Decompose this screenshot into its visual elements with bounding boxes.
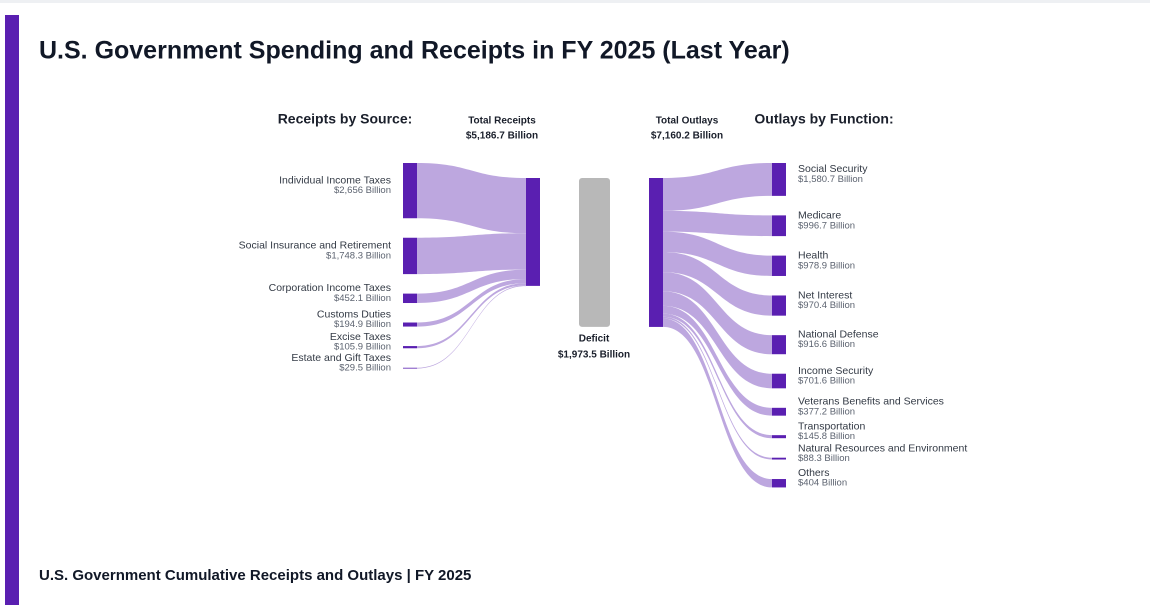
function-value: $996.7 Billion xyxy=(798,220,855,231)
flow-link xyxy=(417,285,526,369)
receipts-heading: Receipts by Source: xyxy=(278,111,413,127)
flow-link xyxy=(663,316,772,460)
source-name: Estate and Gift Taxes xyxy=(291,352,391,364)
flow-link xyxy=(417,233,526,275)
function-node xyxy=(772,335,786,355)
function-node xyxy=(772,407,786,416)
source-value: $452.1 Billion xyxy=(334,293,391,304)
source-node xyxy=(403,367,417,369)
source-value: $1,748.3 Billion xyxy=(326,250,391,261)
flow-link xyxy=(663,318,772,488)
source-name: Excise Taxes xyxy=(330,331,391,343)
total-receipts-node xyxy=(526,178,540,286)
function-node xyxy=(772,215,786,237)
flow-link xyxy=(663,210,772,237)
source-value: $29.5 Billion xyxy=(339,363,391,374)
top-border xyxy=(0,0,1150,3)
source-name: Individual Income Taxes xyxy=(279,174,391,186)
source-node xyxy=(403,322,417,327)
outlays-heading: Outlays by Function: xyxy=(754,111,893,127)
function-value: $377.2 Billion xyxy=(798,406,855,417)
function-name: Veterans Benefits and Services xyxy=(798,396,944,408)
function-name: National Defense xyxy=(798,328,879,340)
flow-link xyxy=(663,272,772,355)
total-outlays-label: Total Outlays xyxy=(656,116,719,127)
function-name: Transportation xyxy=(798,420,865,432)
function-value: $1,580.7 Billion xyxy=(798,174,863,185)
function-name: Social Security xyxy=(798,163,868,175)
function-name: Net Interest xyxy=(798,289,852,301)
function-node xyxy=(772,457,786,460)
source-value: $194.9 Billion xyxy=(334,319,391,330)
deficit-label: Deficit xyxy=(579,334,610,345)
function-value: $88.3 Billion xyxy=(798,453,850,464)
function-node xyxy=(772,479,786,488)
source-name: Social Insurance and Retirement xyxy=(239,240,391,252)
source-node xyxy=(403,163,417,219)
source-node xyxy=(403,293,417,304)
function-value: $916.6 Billion xyxy=(798,339,855,350)
source-name: Customs Duties xyxy=(317,308,391,320)
flow-link xyxy=(663,231,772,276)
total-receipts-label: Total Receipts xyxy=(468,116,536,127)
deficit-column xyxy=(579,178,610,327)
function-value: $970.4 Billion xyxy=(798,300,855,311)
flow-link xyxy=(663,305,772,416)
function-node xyxy=(772,373,786,389)
function-name: Others xyxy=(798,467,830,479)
function-name: Health xyxy=(798,250,829,262)
flow-link xyxy=(663,251,772,316)
flow-link xyxy=(663,163,772,211)
flow-link xyxy=(663,291,772,389)
function-name: Income Security xyxy=(798,365,874,377)
function-name: Medicare xyxy=(798,210,841,222)
flow-link xyxy=(663,313,772,439)
footer-title: U.S. Government Cumulative Receipts and … xyxy=(39,567,471,584)
function-node xyxy=(772,435,786,439)
source-node xyxy=(403,346,417,349)
flow-link xyxy=(417,269,526,304)
accent-bar xyxy=(5,15,19,605)
function-node xyxy=(772,295,786,316)
source-node xyxy=(403,237,417,275)
total-outlays-node xyxy=(649,178,663,327)
function-value: $145.8 Billion xyxy=(798,431,855,442)
deficit-value: $1,973.5 Billion xyxy=(558,350,630,361)
flow-link xyxy=(417,283,526,349)
function-name: Natural Resources and Environment xyxy=(798,442,967,454)
function-value: $404 Billion xyxy=(798,478,847,489)
total-outlays-value: $7,160.2 Billion xyxy=(651,131,723,142)
source-name: Corporation Income Taxes xyxy=(269,282,391,294)
total-receipts-value: $5,186.7 Billion xyxy=(466,131,538,142)
function-node xyxy=(772,163,786,196)
flow-link xyxy=(417,163,526,234)
function-node xyxy=(772,255,786,276)
function-value: $701.6 Billion xyxy=(798,376,855,387)
source-value: $105.9 Billion xyxy=(334,342,391,353)
function-value: $978.9 Billion xyxy=(798,260,855,271)
source-value: $2,656 Billion xyxy=(334,185,391,196)
page-title: U.S. Government Spending and Receipts in… xyxy=(39,37,790,65)
flow-link xyxy=(417,279,526,327)
